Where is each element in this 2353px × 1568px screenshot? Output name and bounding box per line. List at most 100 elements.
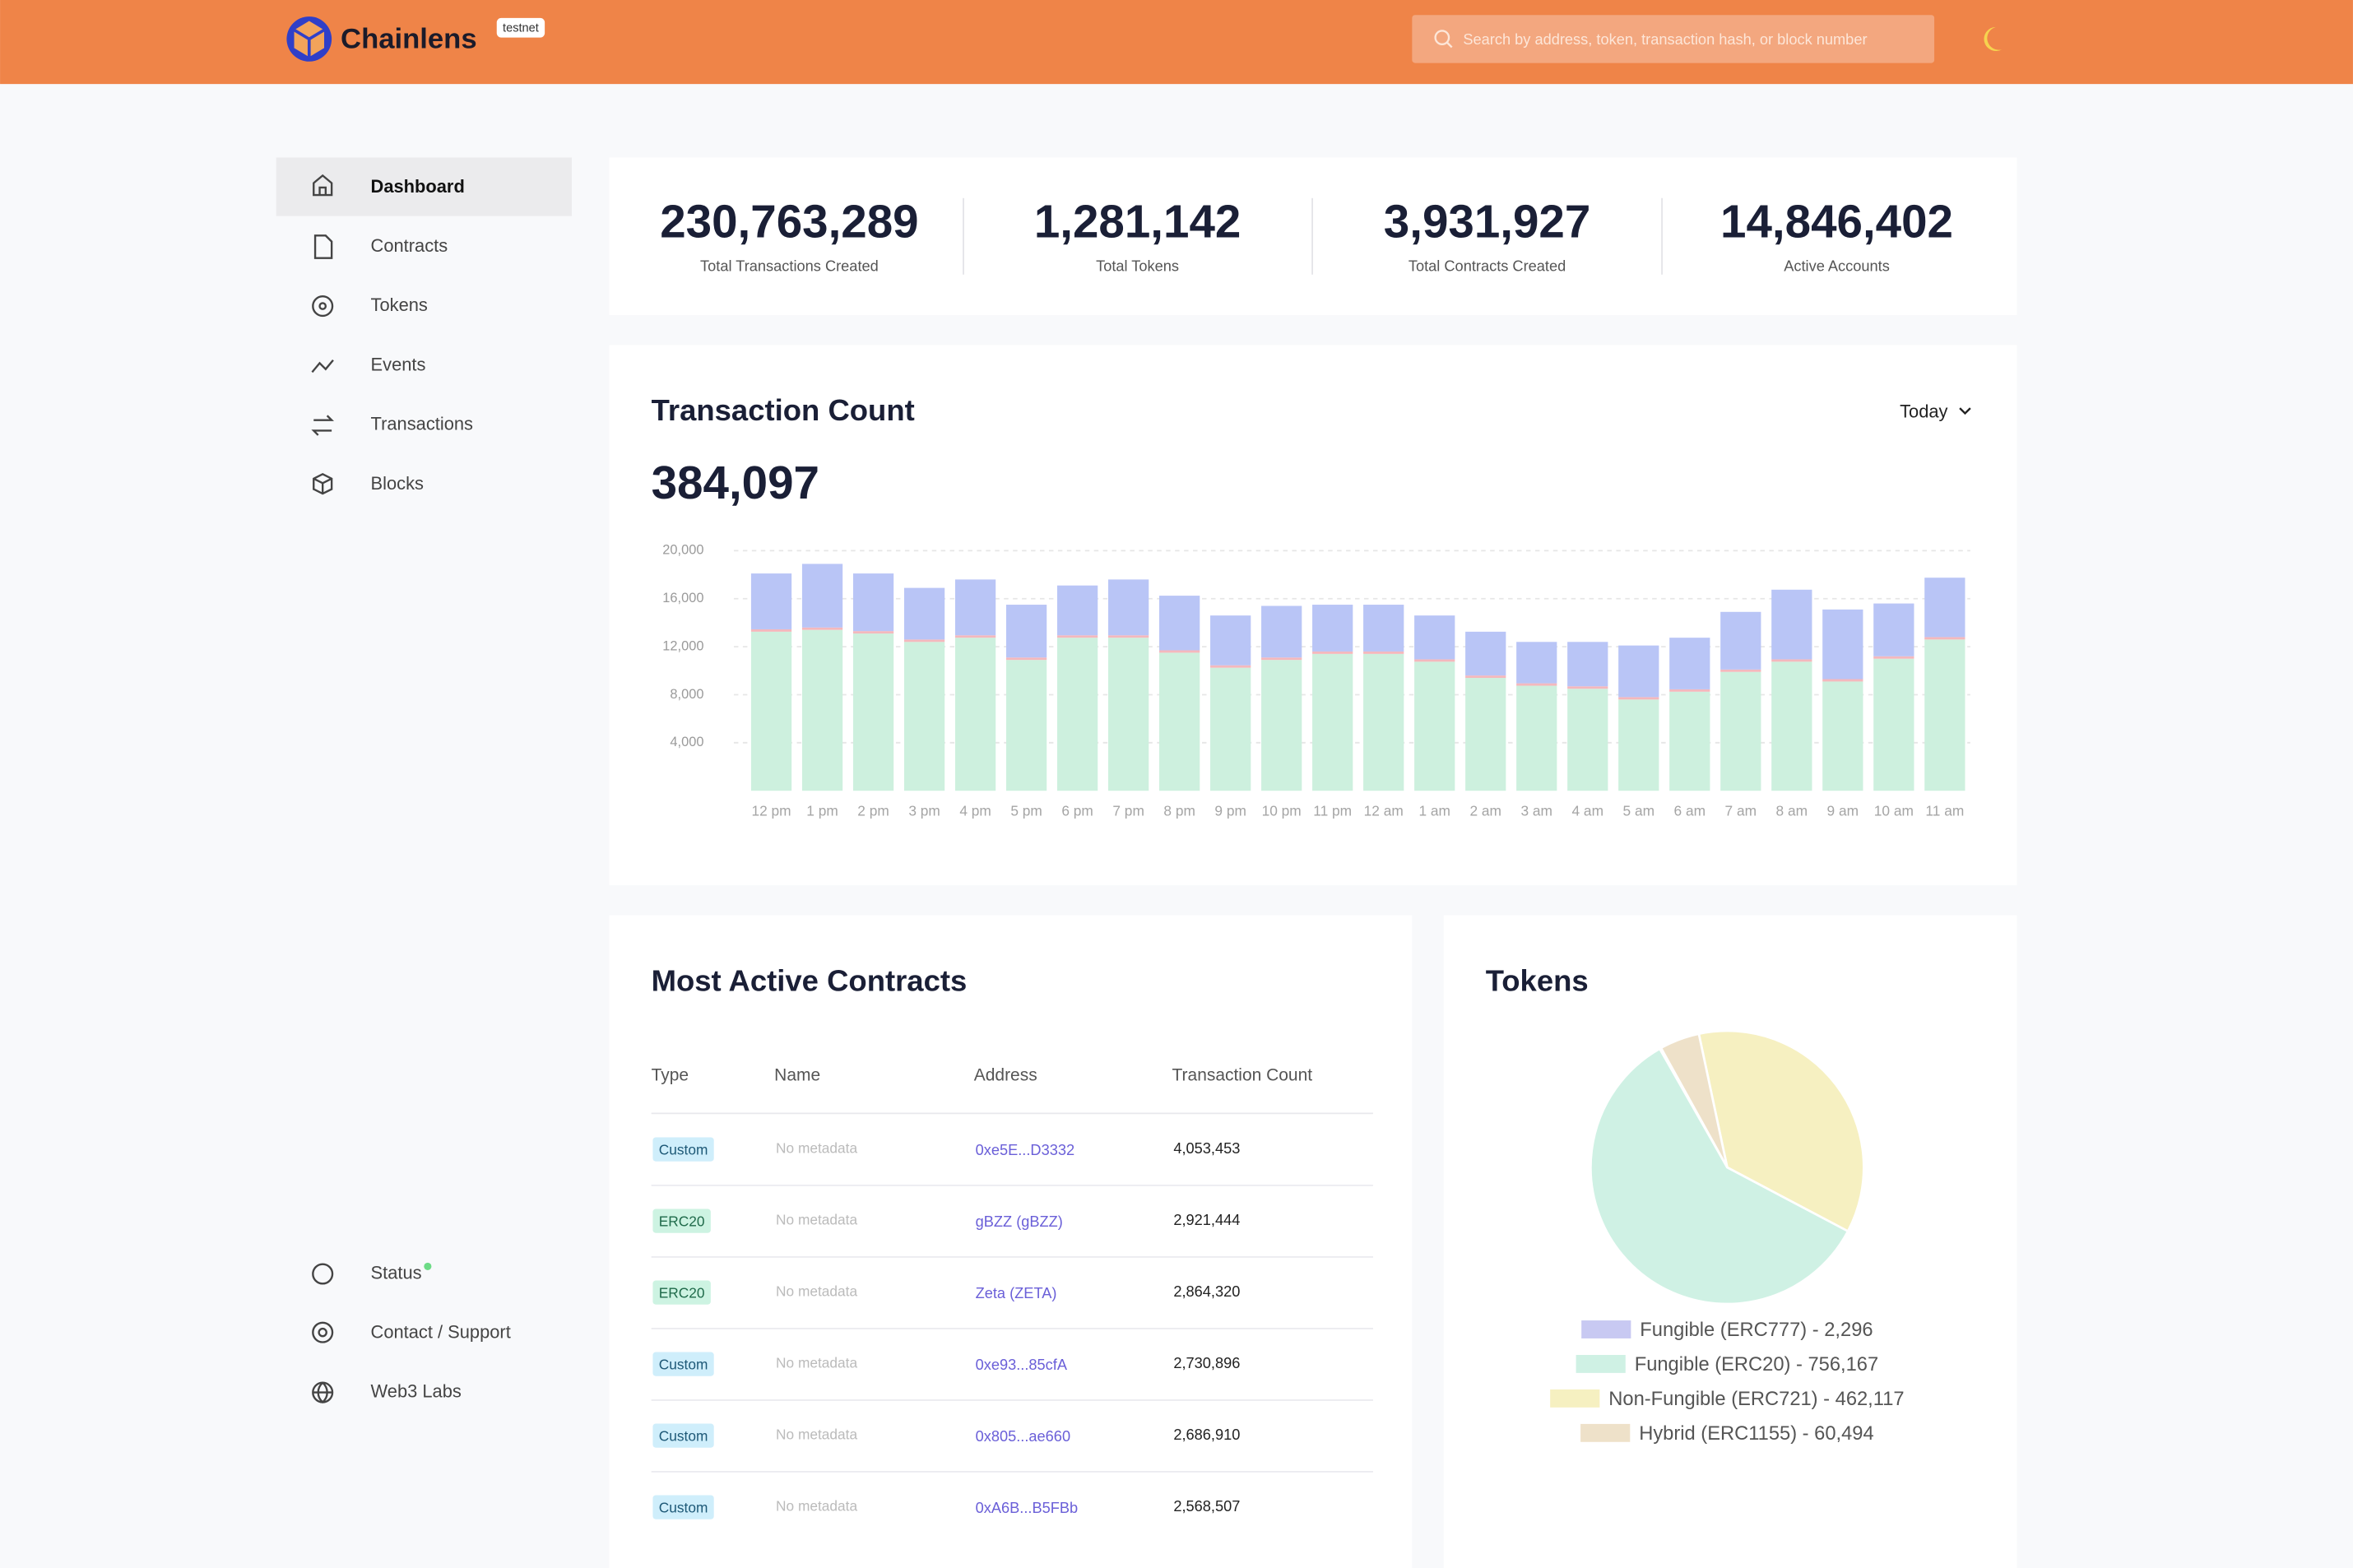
x-tick-label: 1 pm <box>806 802 838 819</box>
x-tick-label: 12 am <box>1364 802 1404 819</box>
bar-segment <box>1618 699 1659 791</box>
stat-value: 3,931,927 <box>1384 196 1590 248</box>
bar-segment <box>1414 661 1455 791</box>
bar-segment <box>1873 603 1914 656</box>
contract-name: No metadata <box>776 1212 857 1228</box>
dropdown-chevron[interactable] <box>1959 407 1971 415</box>
column-header: Transaction Count <box>1172 1065 1313 1084</box>
y-tick-label: 4,000 <box>670 735 703 749</box>
x-tick-label: 7 pm <box>1112 802 1144 819</box>
nav-footer-item[interactable]: Contact / Support <box>371 1321 511 1342</box>
legend-label[interactable]: Fungible (ERC777) - 2,296 <box>1640 1320 1873 1341</box>
x-tick-label: 3 pm <box>908 802 940 819</box>
bar-segment <box>750 573 792 629</box>
x-tick-label: 9 pm <box>1214 802 1246 819</box>
bar-segment <box>1312 653 1353 791</box>
bar-segment <box>1159 650 1200 653</box>
legend-swatch <box>1550 1389 1600 1408</box>
badge-bg <box>496 17 545 38</box>
theme-toggle[interactable] <box>1984 26 2003 52</box>
transaction-count: 2,921,444 <box>1173 1211 1240 1228</box>
header-bar <box>0 0 2353 85</box>
nav-item[interactable]: Tokens <box>371 295 428 315</box>
bar-segment <box>1516 683 1557 686</box>
bar-segment <box>1312 605 1353 652</box>
legend-label[interactable]: Fungible (ERC20) - 756,167 <box>1635 1354 1878 1375</box>
bar-segment <box>1924 637 1965 640</box>
x-tick-label: 12 pm <box>751 802 791 819</box>
bar-segment <box>1261 605 1302 658</box>
type-badge <box>652 1423 714 1448</box>
bar-segment <box>1873 656 1914 659</box>
pie-slice <box>1697 1029 1865 1233</box>
nav-item[interactable]: Events <box>371 354 426 374</box>
contract-address[interactable]: 0x805...ae660 <box>976 1427 1071 1445</box>
nav-footer-item[interactable]: Web3 Labs <box>371 1380 462 1401</box>
x-tick-label: 10 am <box>1874 802 1914 819</box>
x-tick-label: 3 am <box>1520 802 1552 819</box>
transaction-count: 2,864,320 <box>1173 1283 1240 1300</box>
logo[interactable] <box>286 16 332 62</box>
x-tick-label: 2 am <box>1469 802 1501 819</box>
stat-label: Total Tokens <box>1096 257 1179 274</box>
legend-swatch <box>1576 1355 1626 1373</box>
bar-segment <box>1567 642 1608 687</box>
contract-name: No metadata <box>776 1427 857 1443</box>
contract-address[interactable]: 0xe5E...D3332 <box>976 1141 1075 1158</box>
bar-segment <box>1516 685 1557 791</box>
search-icon-handle <box>1446 42 1453 49</box>
contract-name: No metadata <box>776 1355 857 1371</box>
bar-segment <box>801 564 843 628</box>
contract-address[interactable]: 0xe93...85cfA <box>976 1356 1068 1373</box>
stat-value: 1,281,142 <box>1034 196 1241 248</box>
x-tick-label: 6 am <box>1674 802 1706 819</box>
table-title: Most Active Contracts <box>652 963 968 997</box>
bar-segment <box>1720 669 1761 672</box>
y-tick-label: 16,000 <box>662 591 703 605</box>
legend-label[interactable]: Hybrid (ERC1155) - 60,494 <box>1639 1423 1873 1445</box>
badge: testnet <box>503 22 539 35</box>
bar-segment <box>1108 638 1149 791</box>
icon-file <box>313 234 333 259</box>
brand[interactable]: Chainlens <box>341 23 477 54</box>
nav-item[interactable]: Contracts <box>371 235 448 256</box>
bar-segment <box>1210 615 1251 666</box>
icon-blocks <box>313 473 333 495</box>
x-tick-label: 8 am <box>1776 802 1808 819</box>
type-label: Custom <box>659 1500 708 1516</box>
icon-support <box>312 1321 334 1343</box>
bar-segment <box>1414 659 1455 662</box>
type-badge <box>652 1352 714 1376</box>
contract-address[interactable]: 0xA6B...B5FBb <box>976 1499 1079 1516</box>
bar-segment <box>1924 578 1965 638</box>
nav-item[interactable]: Transactions <box>371 414 473 434</box>
contract-address[interactable]: Zeta (ZETA) <box>976 1284 1057 1301</box>
column-header: Address <box>974 1065 1037 1084</box>
contract-address[interactable]: gBZZ (gBZZ) <box>976 1213 1063 1230</box>
bar-segment <box>1005 605 1047 658</box>
icon-support-inner <box>318 1327 327 1338</box>
nav-item[interactable]: Dashboard <box>371 176 465 197</box>
nav-footer-item[interactable]: Status <box>371 1262 422 1283</box>
x-tick-label: 8 pm <box>1163 802 1195 819</box>
nav-item[interactable]: Blocks <box>371 473 424 494</box>
bar-segment <box>1056 585 1098 636</box>
bar-segment <box>1567 686 1608 689</box>
y-tick-label: 20,000 <box>662 543 703 558</box>
bar-segment <box>1261 660 1302 791</box>
stats-card <box>609 157 2017 316</box>
range-select[interactable]: Today <box>1900 401 1947 421</box>
contract-name: No metadata <box>776 1140 857 1157</box>
x-tick-label: 11 pm <box>1313 802 1352 819</box>
bar-segment <box>1159 596 1200 651</box>
search-box[interactable] <box>1412 15 1935 63</box>
status-dot <box>424 1262 432 1270</box>
bar-segment <box>852 573 894 632</box>
bar-segment <box>903 642 945 791</box>
icon-token-dot <box>318 302 327 310</box>
column-header: Name <box>774 1065 820 1084</box>
legend-label[interactable]: Non-Fungible (ERC721) - 462,117 <box>1608 1389 1904 1410</box>
bar-segment <box>1210 665 1251 668</box>
bar-segment <box>750 631 792 791</box>
